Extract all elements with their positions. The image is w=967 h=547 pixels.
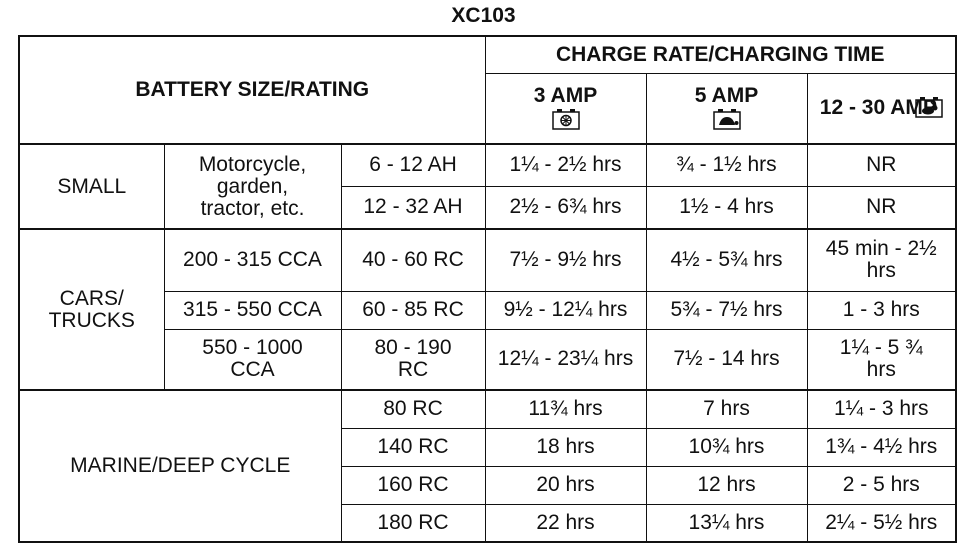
type-cell: 200 - 315 CCA [163,228,342,292]
time-cell: 11¾ hrs [484,389,647,429]
amp-label: 5 AMP [694,84,759,108]
type-cell: 315 - 550 CCA [163,290,342,330]
group-label: MARINE/DEEP CYCLE [18,389,342,543]
time-cell: NR [806,143,957,187]
rating-cell: 12 - 32 AH [340,185,486,230]
time-cell: 22 hrs [484,503,647,543]
time-cell: 1¼ - 2½ hrs [484,143,647,187]
time-cell: 4½ - 5¾ hrs [645,228,808,292]
amp-label: 3 AMP [533,84,598,108]
header-text: BATTERY SIZE/RATING [135,78,370,101]
time-text: 45 min - 2½ hrs [825,237,937,283]
time-cell: 20 hrs [484,465,647,505]
time-cell: 12 hrs [645,465,808,505]
charge-table: BATTERY SIZE/RATING CHARGE RATE/CHARGING… [18,35,957,543]
group-label: CARS/ TRUCKS [18,228,165,391]
time-cell: 7½ - 9½ hrs [484,228,647,292]
amp-header: 3 AMP [484,72,647,145]
header-text: CHARGE RATE/CHARGING TIME [555,42,885,66]
time-cell: 2½ - 6¾ hrs [484,185,647,230]
turtle-icon [712,109,741,130]
time-cell: 1¼ - 5 ¾ hrs [806,328,957,391]
rabbit-icon [915,96,943,118]
rating-cell: 60 - 85 RC [340,290,486,330]
time-cell: 9½ - 12¼ hrs [484,290,647,330]
time-cell: 13¼ hrs [645,503,808,543]
time-text: 1¼ - 5 ¾ hrs [839,336,923,382]
time-cell: 5¾ - 7½ hrs [645,290,808,330]
type-text: Motorcycle, garden, tractor, etc. [198,152,307,220]
time-cell: 1½ - 4 hrs [645,185,808,230]
time-cell: 7½ - 14 hrs [645,328,808,391]
time-cell: 2¼ - 5½ hrs [806,503,957,543]
fan-icon [551,109,580,130]
type-text: 550 - 1000 CCA [202,336,303,382]
time-cell: 1¼ - 3 hrs [806,389,957,429]
rating-cell: 80 - 190 RC [340,328,486,391]
time-cell: 2 - 5 hrs [806,465,957,505]
time-cell: 10¾ hrs [645,427,808,467]
title: XC103 [451,4,516,27]
time-cell: ¾ - 1½ hrs [645,143,808,187]
time-cell: 12¼ - 23¼ hrs [484,328,647,391]
rating-cell: 6 - 12 AH [340,143,486,187]
header-cell: BATTERY SIZE/RATING [18,35,486,145]
time-cell: 1¾ - 4½ hrs [806,427,957,467]
type-cell: Motorcycle, garden, tractor, etc. [163,143,342,230]
group-label: SMALL [18,143,165,230]
header-cell: CHARGE RATE/CHARGING TIME [484,35,957,74]
amp-label: 12 - 30 AMP [819,96,937,120]
group-text: CARS/ TRUCKS [48,286,135,332]
time-cell: NR [806,185,957,230]
rating-cell: 140 RC [340,427,486,467]
time-cell: 1 - 3 hrs [806,290,957,330]
amp-header: 12 - 30 AMP [806,72,957,145]
rating-cell: 180 RC [340,503,486,543]
time-cell: 18 hrs [484,427,647,467]
amp-header: 5 AMP [645,72,808,145]
time-cell: 7 hrs [645,389,808,429]
rating-cell: 40 - 60 RC [340,228,486,292]
type-cell: 550 - 1000 CCA [163,328,342,391]
rating-cell: 160 RC [340,465,486,505]
rating-cell: 80 RC [340,389,486,429]
time-cell: 45 min - 2½ hrs [806,228,957,292]
rating-text: 80 - 190 RC [374,336,452,382]
